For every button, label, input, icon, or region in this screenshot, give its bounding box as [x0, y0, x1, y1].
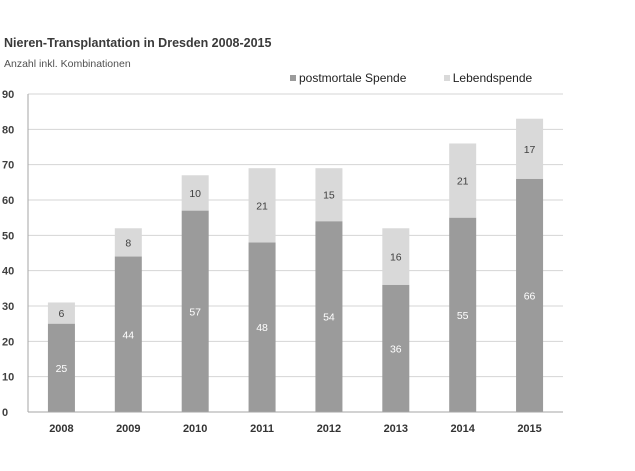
x-tick-label: 2010: [183, 423, 207, 435]
x-tick-label: 2009: [116, 423, 140, 435]
value-label-living: 8: [125, 237, 131, 249]
value-label-living: 15: [323, 190, 335, 202]
y-tick-label: 10: [2, 372, 14, 384]
y-tick-label: 90: [2, 89, 14, 101]
bar-living: [516, 118, 544, 179]
value-label-postmortal: 55: [457, 310, 469, 322]
bar-living: [382, 228, 410, 285]
grid-lines: [28, 93, 563, 378]
bar-living: [315, 168, 343, 222]
value-label-postmortal: 66: [524, 290, 536, 302]
y-tick-label: 0: [2, 407, 8, 419]
bar-postmortal: [516, 178, 544, 412]
bar-living: [47, 302, 75, 324]
legend-swatch-living: [443, 75, 450, 81]
y-tick-label: 80: [2, 124, 14, 136]
bar-postmortal: [382, 284, 410, 412]
bar-postmortal: [181, 210, 209, 412]
value-label-living: 21: [256, 200, 268, 212]
bar-living: [181, 175, 209, 211]
legend-label-living: Lebendspende: [452, 71, 533, 85]
y-tick-label: 40: [2, 266, 14, 278]
x-tick-label: 2008: [49, 423, 73, 435]
value-label-living: 17: [524, 144, 536, 156]
y-tick-label: 20: [2, 336, 14, 348]
chart-title: Nieren-Transplantation in Dresden 2008-2…: [4, 36, 272, 50]
legend-swatch-postmortal: [290, 75, 296, 81]
value-label-postmortal: 25: [56, 363, 68, 375]
x-tick-label: 2013: [384, 423, 408, 435]
legend-item-postmortal: postmortale Spende: [290, 71, 406, 85]
value-label-postmortal: 57: [189, 306, 201, 318]
value-label-living: 10: [189, 188, 201, 200]
value-label-postmortal: 48: [256, 322, 268, 334]
value-label-living: 16: [390, 252, 402, 264]
x-tick-label: 2012: [317, 423, 341, 435]
legend-label-postmortal: postmortale Spende: [299, 71, 407, 85]
legend: postmortale Spende Lebendspende: [290, 70, 566, 85]
value-label-postmortal: 54: [323, 312, 335, 324]
legend-item-living: Lebendspende: [443, 71, 533, 85]
value-label-living: 21: [457, 176, 469, 188]
chart-subtitle: Anzahl inkl. Kombinationen: [4, 58, 131, 70]
bar-postmortal: [114, 256, 142, 412]
y-tick-label: 50: [2, 230, 14, 242]
y-tick-label: 70: [2, 160, 14, 172]
bars: 25 6 44 8 57 10 48 21 54 15 36 16 55 21 66 17: [47, 118, 544, 412]
bar-postmortal: [248, 242, 276, 412]
value-label-postmortal: 44: [122, 329, 134, 341]
y-tick-label: 60: [2, 195, 14, 207]
bar-living: [114, 228, 142, 257]
bar-living: [248, 168, 276, 243]
bar-postmortal: [47, 323, 75, 412]
bar-postmortal: [449, 217, 477, 412]
bar-postmortal: [315, 221, 343, 412]
y-tick-label: 30: [2, 301, 14, 313]
x-axis: 2008 2009 2010 2011 2012 2013 2014 2015: [28, 411, 563, 435]
bar-living: [449, 143, 477, 218]
value-label-postmortal: 36: [390, 343, 402, 355]
value-label-living: 6: [59, 308, 65, 320]
x-tick-label: 2015: [517, 423, 541, 435]
x-tick-label: 2014: [450, 423, 475, 435]
y-axis: 0 10 20 30 40 50 60 70 80 90: [2, 89, 29, 419]
x-tick-label: 2011: [250, 423, 274, 435]
